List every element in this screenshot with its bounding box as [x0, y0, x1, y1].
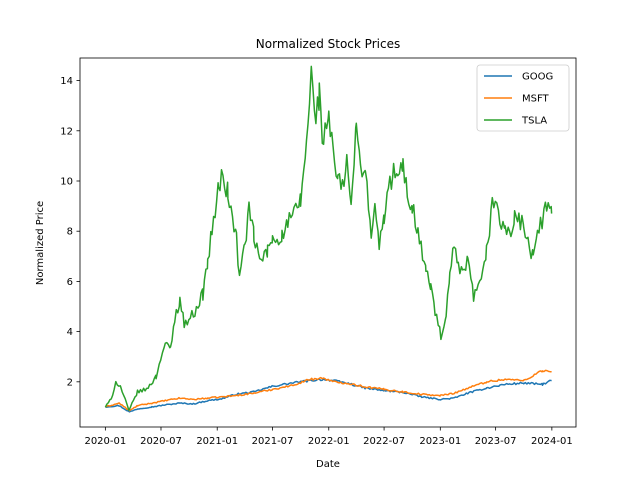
- x-tick-label: 2020-01: [84, 436, 126, 447]
- series-line-goog: [105, 378, 552, 413]
- legend-label-msft: MSFT: [522, 94, 550, 105]
- x-tick-label: 2022-01: [308, 436, 350, 447]
- y-tick-label: 4: [67, 327, 73, 338]
- x-tick-label: 2021-01: [196, 436, 238, 447]
- y-axis: 2 4 6 8 10 12 14: [60, 76, 80, 388]
- chart-title: Normalized Stock Prices: [256, 37, 400, 51]
- x-axis: 2020-01 2020-07 2021-01 2021-07 2022-01 2022-…: [84, 427, 573, 447]
- x-axis-label: Date: [316, 459, 340, 470]
- x-tick-label: 2023-01: [419, 436, 461, 447]
- y-tick-label: 2: [67, 377, 73, 388]
- y-tick-label: 12: [60, 126, 73, 137]
- x-tick-label: 2024-01: [531, 436, 573, 447]
- y-tick-label: 14: [60, 76, 73, 87]
- x-tick-label: 2021-07: [252, 436, 294, 447]
- x-tick-label: 2023-07: [475, 436, 517, 447]
- y-tick-label: 8: [67, 227, 73, 238]
- x-tick-label: 2022-07: [363, 436, 405, 447]
- legend-label-goog: GOOG: [522, 72, 553, 83]
- y-tick-label: 6: [67, 277, 73, 288]
- legend-box: [476, 64, 570, 132]
- series-line-tsla: [104, 65, 553, 411]
- series-line-msft: [104, 369, 552, 412]
- y-tick-label: 10: [60, 177, 73, 188]
- x-tick-label: 2020-07: [140, 436, 182, 447]
- y-axis-label: Normalized Price: [35, 201, 46, 285]
- plot-frame: [79, 57, 577, 428]
- legend: GOOG MSFT TSLA: [476, 64, 570, 132]
- plot-area: [104, 65, 553, 413]
- legend-label-tsla: TSLA: [521, 116, 547, 127]
